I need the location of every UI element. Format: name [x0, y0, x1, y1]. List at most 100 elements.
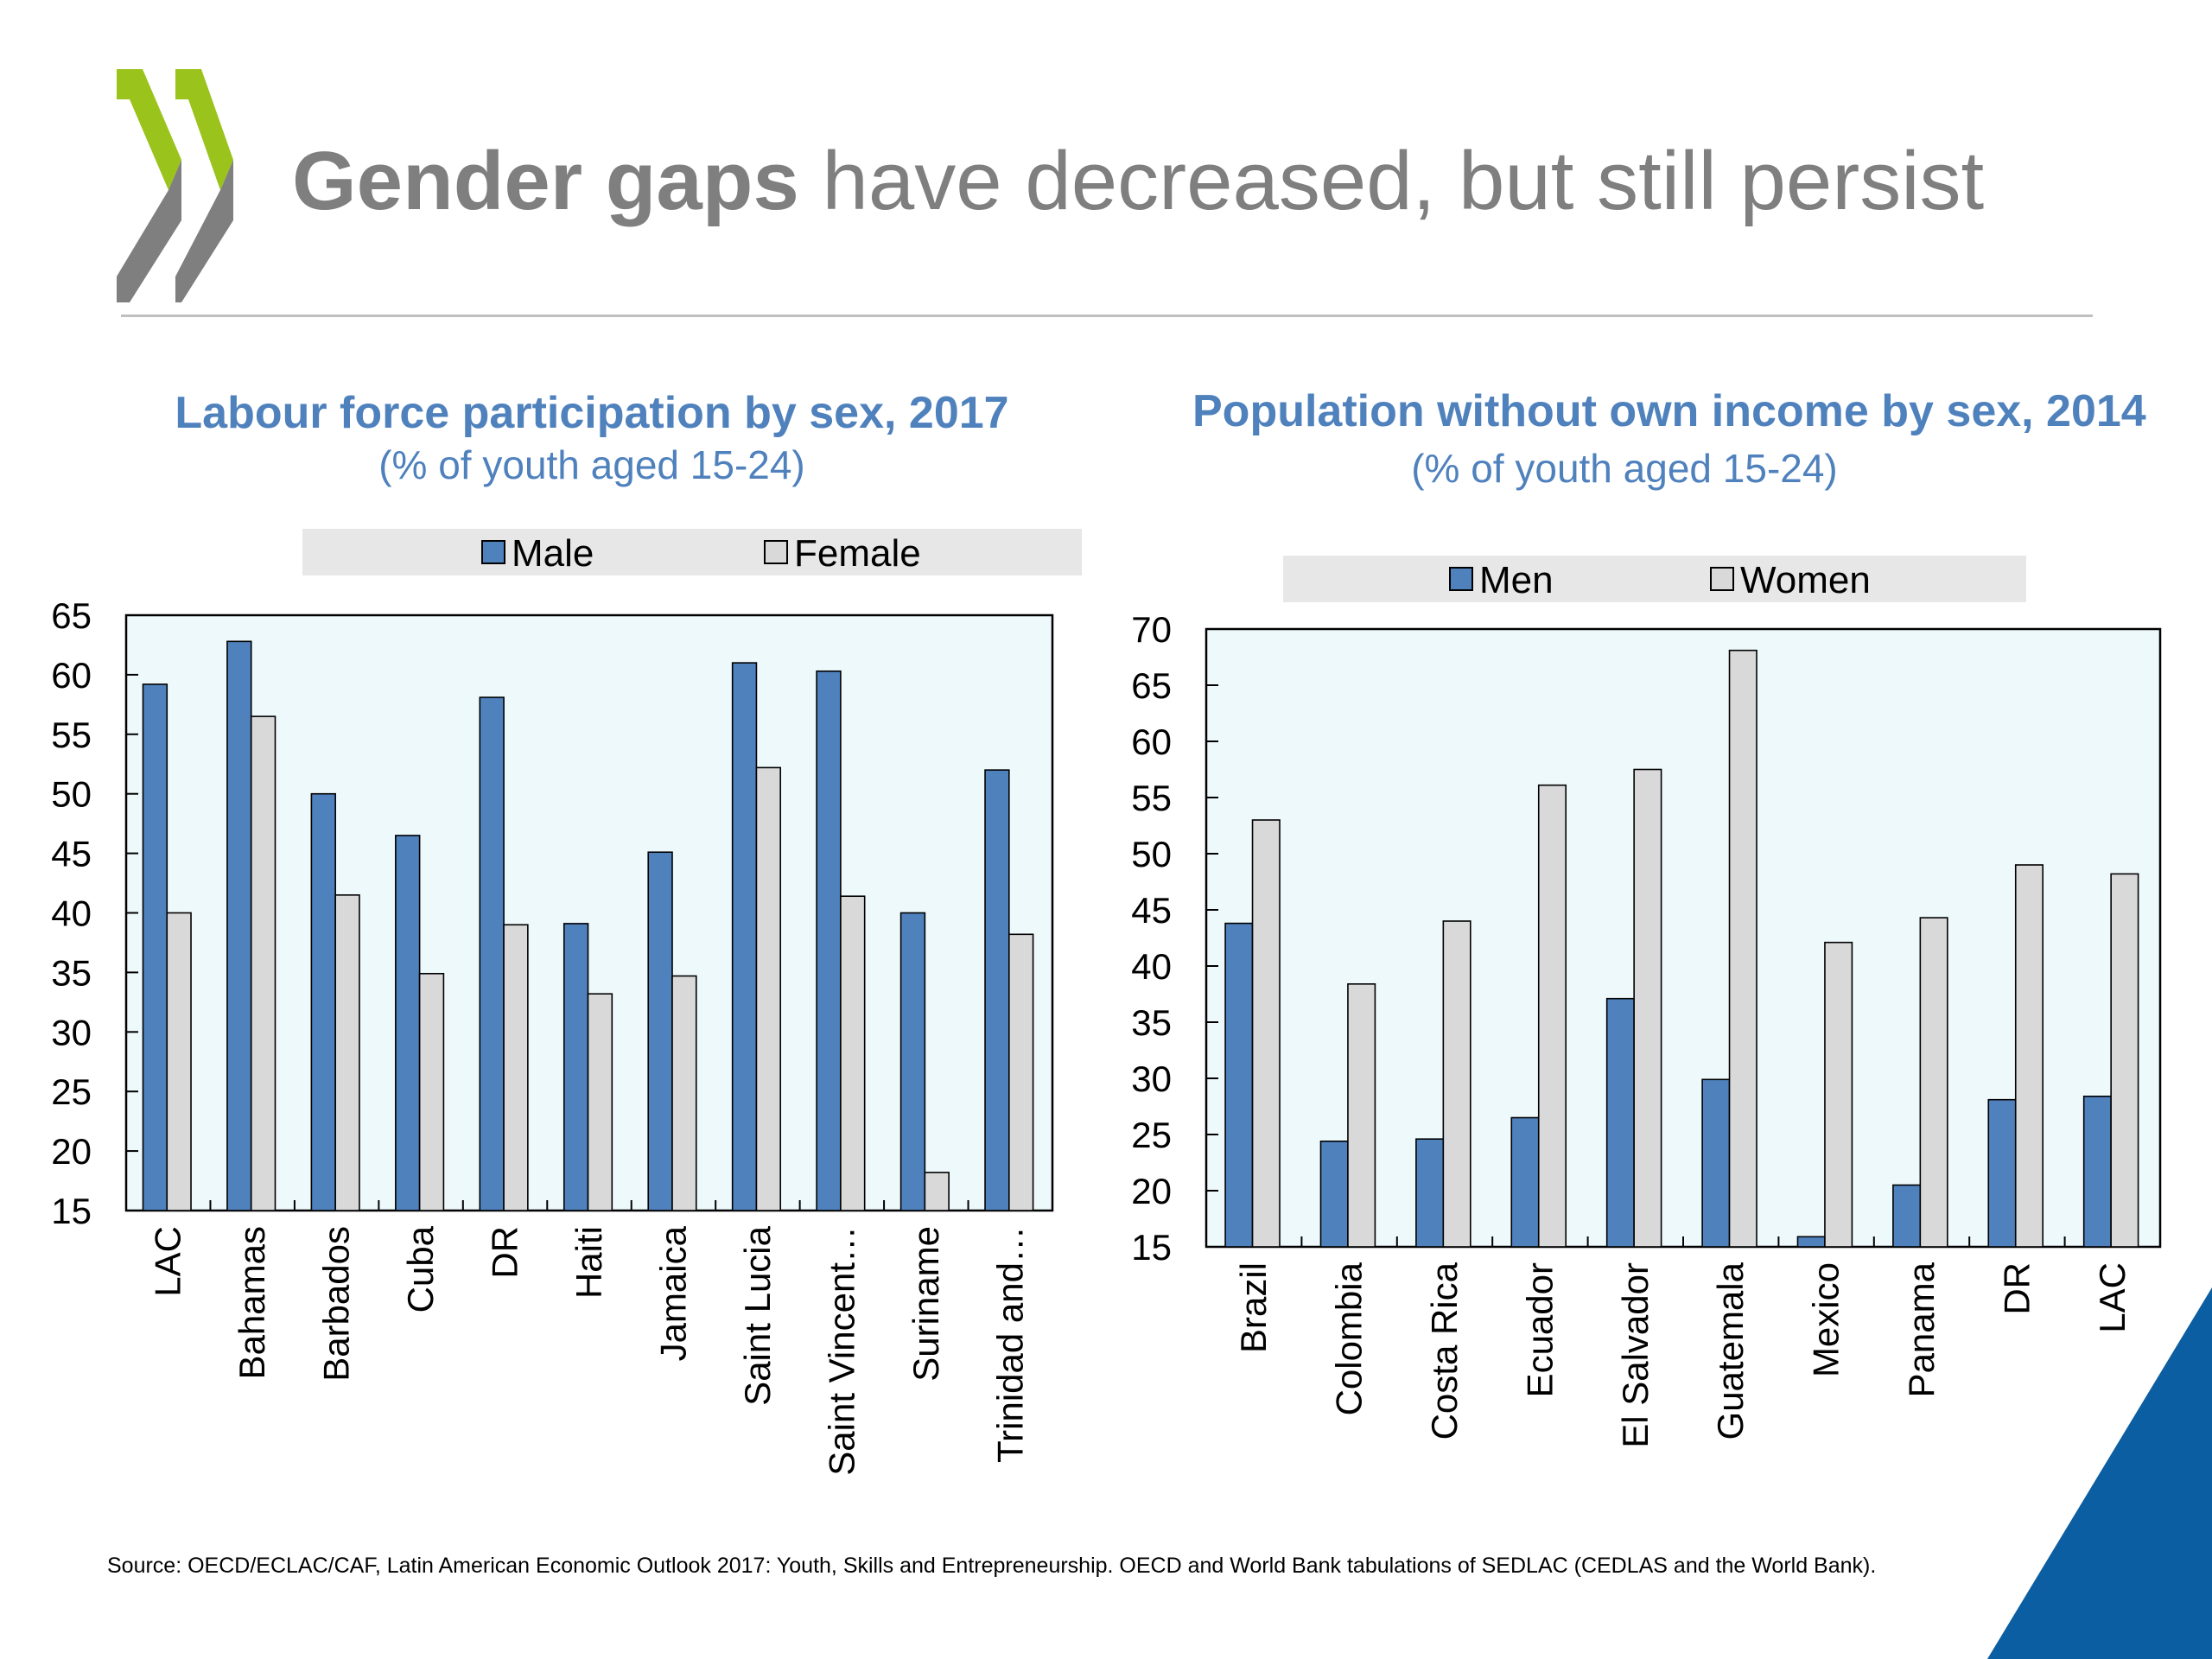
page-title: Gender gaps have decreased, but still pe… [292, 130, 1984, 233]
title-divider [121, 315, 2093, 317]
logo-chevron-green-2 [175, 69, 233, 190]
chart2-legend-swatch-0 [1449, 567, 1473, 591]
chart1-bar-male-2 [310, 792, 336, 1211]
chart2-category-label-7: Panama [1901, 1262, 1942, 1397]
chart1-bar-male-9 [899, 912, 926, 1211]
chart2-bar-men-7 [1892, 1184, 1922, 1248]
chart1-ytick-label-8: 55 [51, 715, 92, 755]
chart2-ytick-label-1: 20 [1131, 1171, 1172, 1211]
chart1-legend-band [302, 529, 1082, 575]
chart1-bar-male-10 [984, 769, 1010, 1211]
chart1-category-label-1: Bahamas [232, 1226, 272, 1379]
chart2-bar-women-4 [1633, 768, 1662, 1248]
chart2-ytick-label-9: 60 [1131, 721, 1172, 762]
chart2-ytick-label-2: 25 [1131, 1115, 1172, 1155]
chart2-category-label-5: Guatemala [1710, 1262, 1751, 1440]
chart1-bar-female-8 [840, 895, 866, 1211]
chart1-ytick-label-4: 35 [51, 952, 92, 993]
chart2-ytick-label-4: 35 [1131, 1002, 1172, 1043]
page-title-bold: Gender gaps [292, 135, 799, 227]
chart1-legend-swatch-0 [481, 540, 505, 564]
chart1-category-label-5: Haiti [569, 1226, 609, 1299]
chart2-bar-men-6 [1796, 1236, 1826, 1248]
chart2-ytick-label-8: 55 [1131, 778, 1172, 818]
chart2-bar-men-5 [1701, 1078, 1731, 1248]
chart2-category-label-3: Ecuador [1519, 1262, 1560, 1397]
logo-chevron-green-1 [117, 69, 181, 190]
chart2-ytick-label-7: 50 [1131, 834, 1172, 874]
chart1-category-label-10: Trinidad and… [989, 1226, 1030, 1463]
chart2-bar-men-1 [1319, 1141, 1349, 1248]
chart2-ytick-label-6: 45 [1131, 890, 1172, 931]
chart2-ytick-label-10: 65 [1131, 665, 1172, 706]
chart1-ytick-label-7: 50 [51, 774, 92, 815]
chart1-ytick-label-3: 30 [51, 1012, 92, 1052]
chart1-title: Labour force participation by sex, 2017 [175, 388, 1009, 438]
chart1-ytick-label-2: 25 [51, 1071, 92, 1112]
chart2-category-label-2: Costa Rica [1424, 1262, 1465, 1440]
chart1-category-label-4: DR [485, 1226, 525, 1279]
chart2-legend-band [1283, 556, 2026, 602]
chart2-ytick-label-11: 70 [1131, 609, 1172, 650]
chart2-bar-men-9 [2082, 1096, 2112, 1248]
chart1-category-label-8: Saint Vincent… [821, 1226, 861, 1476]
logo-chevron-gray-1 [117, 160, 181, 302]
chart1-category-label-7: Saint Lucia [737, 1225, 778, 1405]
chart2-category-label-4: El Salvador [1615, 1262, 1656, 1448]
chart2-ytick-label-0: 15 [1131, 1227, 1172, 1268]
chart1-category-label-0: LAC [148, 1226, 188, 1297]
chart1-ytick-label-10: 65 [51, 595, 92, 636]
page-title-rest: have decreased, but still persist [822, 135, 1985, 227]
chart2-ytick-label-3: 30 [1131, 1058, 1172, 1099]
chart1-bar-female-1 [250, 715, 276, 1211]
chart2-bar-men-4 [1605, 997, 1635, 1248]
chart1-bar-female-7 [755, 766, 782, 1211]
chart1-category-label-2: Barbados [316, 1226, 357, 1382]
chart1-bar-female-5 [587, 993, 613, 1211]
chart2-category-label-1: Colombia [1329, 1262, 1370, 1415]
chart1-bar-male-4 [479, 696, 505, 1211]
chart1-legend-label-1: Female [794, 532, 921, 575]
chart2-ytick-label-5: 40 [1131, 946, 1172, 987]
chart2-legend-label-0: Men [1479, 559, 1554, 601]
chart1-legend-label-0: Male [512, 532, 594, 575]
chart1-bar-male-5 [563, 923, 589, 1211]
chart2-category-label-0: Brazil [1233, 1262, 1274, 1353]
chart2-bar-women-9 [2110, 873, 2139, 1248]
chart1-bar-female-3 [418, 972, 445, 1211]
chart1-subtitle: (% of youth aged 15-24) [378, 442, 805, 487]
corner-triangle-icon [1987, 1287, 2212, 1659]
chart2-bar-women-3 [1537, 784, 1567, 1248]
chart2-bar-men-3 [1510, 1116, 1540, 1248]
chart1-bar-male-7 [731, 662, 758, 1211]
chart1-ytick-label-6: 45 [51, 834, 92, 874]
chart1-bar-female-2 [334, 894, 360, 1211]
source-note: Source: OECD/ECLAC/CAF, Latin American E… [107, 1554, 1877, 1578]
chart2-legend-swatch-1 [1710, 567, 1734, 591]
chart2-category-label-6: Mexico [1806, 1262, 1847, 1377]
chart1-bar-female-4 [503, 924, 529, 1211]
chart2-bar-women-2 [1442, 920, 1471, 1248]
chart1-bar-male-6 [647, 851, 673, 1211]
chart1-category-label-9: Suriname [906, 1226, 946, 1382]
chart2-bar-women-8 [2014, 864, 2044, 1248]
chart2-bar-women-6 [1824, 941, 1853, 1248]
chart2-bar-men-0 [1224, 922, 1254, 1248]
chart1-ytick-label-0: 15 [51, 1191, 92, 1231]
chart2-subtitle: (% of youth aged 15-24) [1411, 446, 1838, 491]
chart1-legend-swatch-1 [764, 540, 788, 564]
oecd-logo-icon [117, 69, 233, 302]
logo-chevron-gray-2 [175, 160, 233, 302]
chart1-bar-male-1 [226, 640, 252, 1211]
chart1-bar-male-3 [395, 835, 421, 1211]
chart2-bar-men-2 [1415, 1138, 1445, 1248]
chart1-ytick-label-1: 20 [51, 1131, 92, 1172]
chart2-bar-men-8 [1987, 1098, 2017, 1248]
chart1-bar-female-0 [166, 912, 192, 1211]
chart2-category-label-8: DR [1996, 1262, 2037, 1315]
chart1-ytick-label-9: 60 [51, 655, 92, 696]
chart1-bar-female-10 [1008, 933, 1034, 1211]
chart2-bar-women-7 [1919, 917, 1948, 1248]
